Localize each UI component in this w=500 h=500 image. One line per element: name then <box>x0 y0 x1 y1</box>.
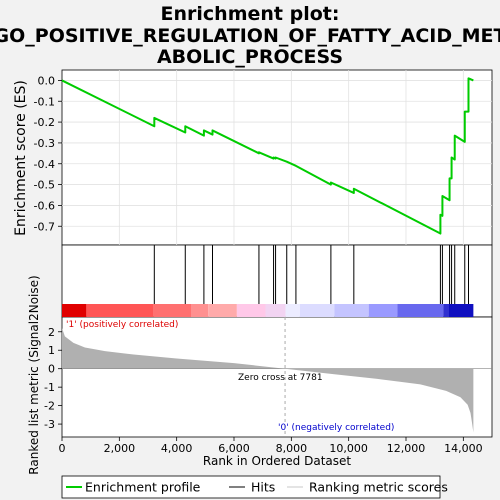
color-bar-segment <box>397 304 444 317</box>
enrichment-profile-line <box>61 77 474 235</box>
es-y-tick-label: -0.6 <box>34 199 55 212</box>
metric-y-tick-label: -3 <box>44 418 55 431</box>
metric-y-tick-label: 0 <box>48 363 55 376</box>
legend-box <box>61 475 441 499</box>
color-bar-segment <box>443 304 449 317</box>
color-bar-segment <box>368 304 398 317</box>
es-y-tick-label: -0.4 <box>34 158 55 171</box>
es-y-tick-label: -0.5 <box>34 179 55 192</box>
legend-hits-label: Hits <box>251 480 275 495</box>
x-tick-label: 12,000 <box>387 442 426 455</box>
color-bar-segment <box>191 304 209 317</box>
zero-cross-label: Zero cross at 7781 <box>238 373 323 383</box>
x-tick-label: 6,000 <box>218 442 250 455</box>
x-tick-label: 10,000 <box>329 442 368 455</box>
es-y-tick-label: -0.1 <box>34 95 55 108</box>
metric-y-axis-label: Ranked list metric (Signal2Noise) <box>27 275 41 474</box>
enrichment-line <box>61 77 474 235</box>
x-tick-label: 2,000 <box>104 442 136 455</box>
title-line-1: Enrichment plot: <box>161 3 340 25</box>
x-tick-label: 0 <box>59 442 66 455</box>
metric-area <box>62 317 492 437</box>
color-bar-segment <box>334 304 369 317</box>
color-bar-segment <box>449 304 474 317</box>
x-tick-label: 4,000 <box>161 442 193 455</box>
es-y-tick-label: 0.0 <box>38 74 56 87</box>
es-y-tick-label: -0.3 <box>34 137 55 150</box>
x-tick-label: 8,000 <box>276 442 308 455</box>
x-axis-label: Rank in Ordered Dataset <box>203 454 351 468</box>
color-bar-segment <box>153 304 191 317</box>
legend-enrichment-label: Enrichment profile <box>85 480 201 495</box>
es-gridlines <box>62 70 492 245</box>
color-bar-segment <box>285 304 300 317</box>
color-bar-segment <box>62 304 87 317</box>
positive-label: '1' (positively correlated) <box>66 320 178 330</box>
legend-metric-label: Ranking metric scores <box>309 480 448 495</box>
color-bar-segment <box>208 304 237 317</box>
color-bar-segment <box>236 304 266 317</box>
metric-y-tick-label: -1 <box>44 381 55 394</box>
title-line-3: ABOLIC_PROCESS <box>157 46 343 68</box>
es-y-tick-label: -0.2 <box>34 116 55 129</box>
color-bar-segment <box>86 304 154 317</box>
metric-y-tick-label: -2 <box>44 400 55 413</box>
es-y-tick-label: -0.7 <box>34 220 55 233</box>
x-tick-label: 14,000 <box>444 442 483 455</box>
es-y-ticks: 0.0 -0.1 -0.2 -0.3 -0.4 -0.5 -0.6 -0.7 <box>34 74 62 233</box>
color-bar-segment <box>265 304 286 317</box>
es-y-axis-label: Enrichment score (ES) <box>13 80 29 236</box>
color-bar-segment <box>299 304 335 317</box>
metric-area-fill <box>62 328 474 433</box>
hit-lines <box>153 245 469 304</box>
metric-y-tick-label: 1 <box>48 344 55 357</box>
negative-label: '0' (negatively correlated) <box>278 423 394 433</box>
metric-y-ticks: 2 1 0 -1 -2 -3 <box>44 326 62 431</box>
metric-y-tick-label: 2 <box>48 326 55 339</box>
x-ticks: 0 2,000 4,000 6,000 8,000 10,000 12,000 14,000 <box>59 437 483 455</box>
color-bar <box>62 304 474 317</box>
title-line-2: GO_POSITIVE_REGULATION_OF_FATTY_ACID_MET <box>0 25 500 47</box>
